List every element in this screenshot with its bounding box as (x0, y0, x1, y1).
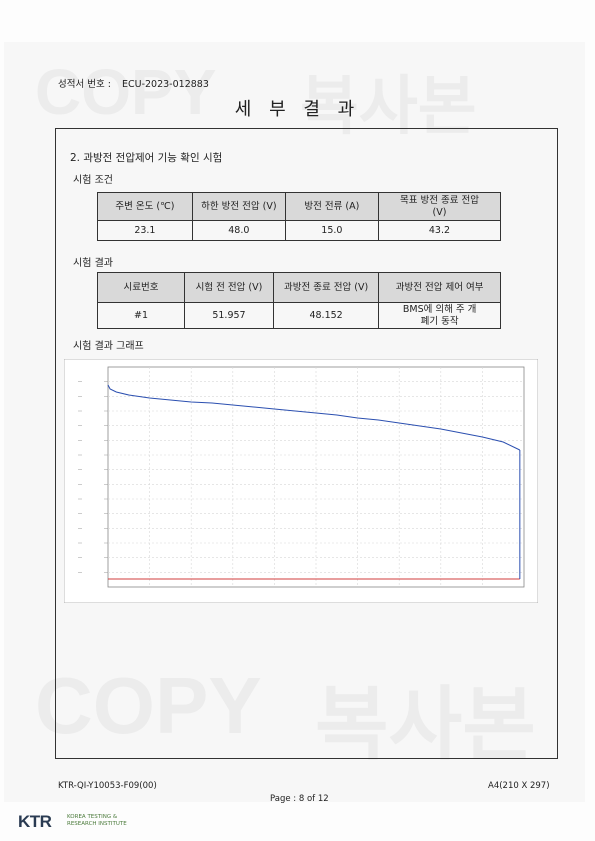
page-number: Page : 8 of 12 (270, 794, 329, 804)
form-number: KTR-QI-Y10053-F09(00) (58, 781, 157, 791)
conditions-header-cell: 주변 온도 (℃) (97, 192, 193, 221)
ktr-logo: KTR (18, 812, 52, 831)
watermark-korean-bottom: 복사본 (315, 680, 536, 769)
conditions-header-row: 주변 온도 (℃) 하한 방전 전압 (V) 방전 전류 (A) 목표 방전 종… (97, 192, 502, 221)
ktr-logo-text: KOREA TESTING & RESEARCH INSTITUTE (67, 814, 127, 827)
watermark-copy-top: COPY (35, 56, 217, 128)
conditions-label: 시험 조건 (73, 175, 113, 186)
results-header-row: 시료번호 시험 전 전압 (V) 과방전 종료 전압 (V) 과방전 전압 제어… (96, 272, 501, 303)
content-frame (55, 128, 558, 759)
watermark-korean-top: 복사본 (300, 70, 477, 142)
conditions-header-cell: 목표 방전 종료 전압 (V) (377, 192, 502, 221)
report-number-line: 성적서 번호 : ECU-2023-012883 (58, 76, 209, 90)
section-heading: 2. 과방전 전압제어 기능 확인 시험 (70, 152, 223, 164)
conditions-cell: 15.0 (284, 220, 379, 241)
results-header-cell: 시험 전 전압 (V) (184, 272, 274, 303)
watermark-copy-bottom: COPY (35, 661, 262, 750)
chart-background (64, 359, 538, 603)
conditions-cell: 23.1 (97, 220, 193, 241)
results-header-cell: 과방전 종료 전압 (V) (272, 272, 380, 303)
conditions-header-cell: 방전 전류 (A) (284, 192, 379, 221)
discharge-voltage-chart (64, 359, 538, 603)
results-cell: BMS에 의해 주 개폐기 동작 (378, 302, 501, 329)
series-line-0 (107, 384, 521, 451)
results-table: 시료번호 시험 전 전압 (V) 과방전 종료 전압 (V) 과방전 전압 제어… (96, 272, 501, 329)
conditions-table: 주변 온도 (℃) 하한 방전 전압 (V) 방전 전류 (A) 목표 방전 종… (97, 192, 502, 241)
results-data-row: #1 51.957 48.152 BMS에 의해 주 개폐기 동작 (96, 302, 501, 329)
logo-line2: RESEARCH INSTITUTE (67, 820, 127, 827)
results-cell: 51.957 (184, 302, 274, 329)
paper-size: A4(210 X 297) (488, 781, 550, 791)
report-number: ECU-2023-012883 (121, 79, 209, 90)
report-number-label: 성적서 번호 : (58, 79, 111, 90)
conditions-data-row: 23.1 48.0 15.0 43.2 (97, 220, 502, 241)
results-header-cell: 과방전 전압 제어 여부 (378, 272, 501, 303)
conditions-header-cell: 하한 방전 전압 (V) (191, 192, 286, 221)
results-cell: #1 (96, 302, 186, 329)
results-label: 시험 결과 (73, 258, 113, 269)
graph-label: 시험 결과 그래프 (73, 341, 144, 352)
conditions-cell: 48.0 (191, 220, 286, 241)
conditions-cell: 43.2 (377, 220, 502, 241)
results-cell: 48.152 (272, 302, 380, 329)
logo-line1: KOREA TESTING & (67, 814, 118, 820)
page-title: 세 부 결 과 (234, 99, 361, 120)
results-header-cell: 시료번호 (96, 272, 186, 303)
